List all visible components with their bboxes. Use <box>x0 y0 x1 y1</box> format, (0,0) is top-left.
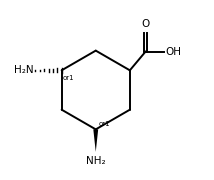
Text: O: O <box>141 19 150 29</box>
Text: or1: or1 <box>99 122 110 127</box>
Polygon shape <box>93 129 98 152</box>
Text: or1: or1 <box>62 75 74 81</box>
Text: H₂N: H₂N <box>14 65 34 75</box>
Text: OH: OH <box>165 47 181 57</box>
Text: NH₂: NH₂ <box>86 156 106 166</box>
